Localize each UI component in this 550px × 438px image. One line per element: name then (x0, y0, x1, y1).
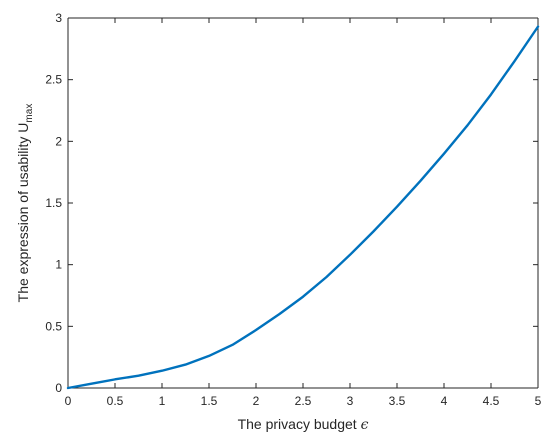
x-tick-label: 0.5 (107, 394, 124, 408)
x-axis-title: The privacy budget ϵ (238, 416, 369, 433)
y-tick-label: 1.5 (45, 196, 62, 210)
x-axis-ticks: 0 0.5 1 1.5 2 2.5 3 3.5 4 4.5 5 (65, 18, 542, 408)
x-tick-label: 0 (65, 394, 72, 408)
epsilon-symbol: ϵ (361, 417, 369, 433)
x-tick-label: 1.5 (201, 394, 218, 408)
x-tick-label: 3 (347, 394, 354, 408)
x-tick-label: 2 (253, 394, 260, 408)
x-tick-label: 3.5 (389, 394, 406, 408)
y-tick-label: 2 (55, 134, 62, 148)
y-axis-title-subscript: max (24, 104, 35, 123)
y-tick-label: 0 (55, 381, 62, 395)
series-layer (66, 25, 540, 390)
y-tick-label: 1 (55, 258, 62, 272)
y-axis-title-text: The expression of usability U (15, 123, 31, 303)
y-tick-label: 3 (55, 11, 62, 25)
y-axis-title: The expression of usability Umax (15, 104, 35, 303)
y-axis-ticks: 0 0.5 1 1.5 2 2.5 3 (45, 11, 538, 395)
x-tick-label: 1 (159, 394, 166, 408)
x-tick-label: 4 (441, 394, 448, 408)
y-tick-label: 2.5 (45, 73, 62, 87)
x-tick-label: 2.5 (295, 394, 312, 408)
x-axis-title-text: The privacy budget (238, 416, 361, 432)
x-tick-label: 5 (535, 394, 542, 408)
y-tick-label: 0.5 (45, 319, 62, 333)
x-tick-label: 4.5 (483, 394, 500, 408)
series-line-0 (66, 25, 540, 390)
